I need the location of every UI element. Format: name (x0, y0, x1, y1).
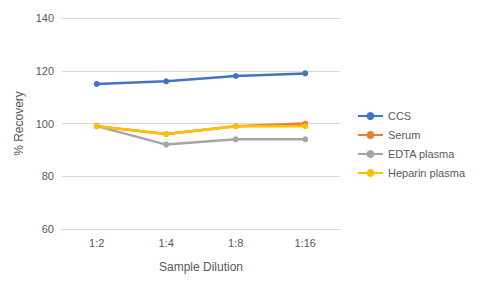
svg-text:1:16: 1:16 (295, 237, 316, 249)
svg-text:Serum: Serum (388, 129, 420, 141)
svg-text:100: 100 (36, 118, 54, 130)
svg-text:1:4: 1:4 (159, 237, 174, 249)
svg-text:Sample Dilution: Sample Dilution (159, 260, 243, 274)
svg-text:60: 60 (42, 223, 54, 235)
svg-text:EDTA plasma: EDTA plasma (388, 148, 455, 160)
svg-text:140: 140 (36, 12, 54, 24)
svg-text:120: 120 (36, 65, 54, 77)
svg-text:80: 80 (42, 170, 54, 182)
svg-text:1:8: 1:8 (228, 237, 243, 249)
svg-text:1:2: 1:2 (89, 237, 104, 249)
svg-text:% Recovery: % Recovery (12, 91, 26, 156)
svg-text:Heparin plasma: Heparin plasma (388, 167, 466, 179)
svg-text:CCS: CCS (388, 110, 411, 122)
